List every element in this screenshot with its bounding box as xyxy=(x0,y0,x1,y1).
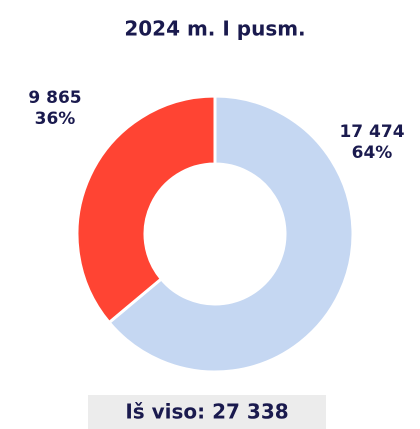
footer-total: Iš viso: 27 338 xyxy=(125,400,288,424)
value-label: 9 865 xyxy=(28,88,81,108)
donut-segment xyxy=(107,94,355,374)
donut-segment xyxy=(75,94,217,325)
footer-box xyxy=(88,395,326,429)
percent-label: 64% xyxy=(352,143,393,163)
chart-title: 2024 m. I pusm. xyxy=(124,17,305,41)
value-label: 17 474 xyxy=(339,122,404,142)
percent-label: 36% xyxy=(35,109,76,129)
